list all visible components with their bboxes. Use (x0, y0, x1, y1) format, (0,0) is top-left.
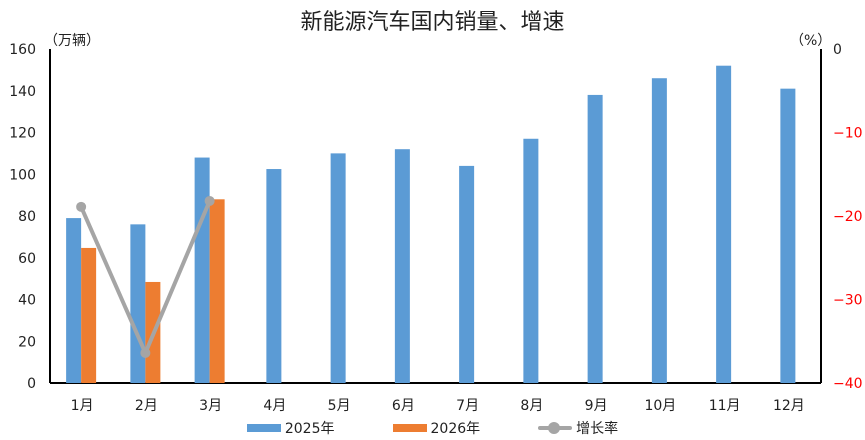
right-tick-label: −40 (833, 376, 863, 392)
x-tick-label: 12月 (773, 398, 805, 414)
bar-2025 (194, 157, 210, 383)
growth-rate-marker (204, 195, 215, 206)
x-tick-label: 9月 (585, 398, 608, 414)
bar-2026 (81, 247, 97, 383)
bar-2025 (587, 94, 603, 384)
left-tick-label: 100 (9, 167, 36, 183)
bar-2026 (209, 199, 225, 383)
bar-2025 (394, 149, 410, 383)
x-tick-label: 7月 (456, 398, 479, 414)
left-axis-unit: （万辆） (44, 33, 100, 49)
x-tick-label: 10月 (644, 398, 676, 414)
legend-item-2025: 2025年 (246, 418, 335, 438)
x-tick-label: 4月 (263, 398, 286, 414)
x-tick-label: 3月 (199, 398, 222, 414)
chart-title: 新能源汽车国内销量、增速 (300, 10, 565, 35)
right-tick-label: 0 (833, 42, 842, 58)
bar-2025 (66, 218, 82, 383)
left-tick-label: 40 (18, 293, 36, 309)
bar-2025 (266, 169, 282, 383)
x-tick-label: 2月 (135, 398, 158, 414)
legend-swatch-2025 (246, 424, 281, 432)
right-axis-unit: （%） (790, 33, 832, 49)
bar-2025 (459, 165, 475, 383)
legend-item-2026: 2026年 (392, 418, 481, 438)
legend-label-2025: 2025年 (284, 421, 335, 437)
x-tick-label: 5月 (328, 398, 351, 414)
left-tick-label: 140 (9, 84, 36, 100)
legend-swatch-2026 (392, 424, 427, 432)
growth-rate-marker (76, 201, 87, 212)
left-tick-label: 60 (18, 251, 36, 267)
legend-label-2026: 2026年 (430, 421, 481, 437)
right-tick-label: −10 (833, 126, 863, 142)
legend-item-growth: 增长率 (538, 418, 618, 438)
x-tick-label: 11月 (709, 398, 741, 414)
bar-2025 (651, 78, 667, 383)
bar-2025 (523, 138, 539, 383)
right-tick-label: −20 (833, 209, 863, 225)
bar-2025 (330, 153, 346, 383)
left-tick-label: 80 (18, 209, 36, 225)
legend: 2025年 2026年 增长率 (0, 418, 865, 438)
legend-line-marker-icon (538, 421, 573, 435)
legend-label-growth: 增长率 (576, 421, 619, 437)
right-tick-label: −30 (833, 293, 863, 309)
bar-2025 (130, 224, 146, 383)
left-tick-label: 20 (18, 334, 36, 350)
bar-2025 (716, 65, 732, 383)
left-tick-label: 0 (27, 376, 36, 392)
x-tick-label: 6月 (392, 398, 415, 414)
x-tick-label: 1月 (71, 398, 94, 414)
growth-rate-marker (140, 347, 151, 358)
left-tick-label: 120 (9, 126, 36, 142)
x-tick-label: 8月 (520, 398, 543, 414)
bar-2025 (780, 88, 796, 383)
left-tick-label: 160 (9, 42, 36, 58)
